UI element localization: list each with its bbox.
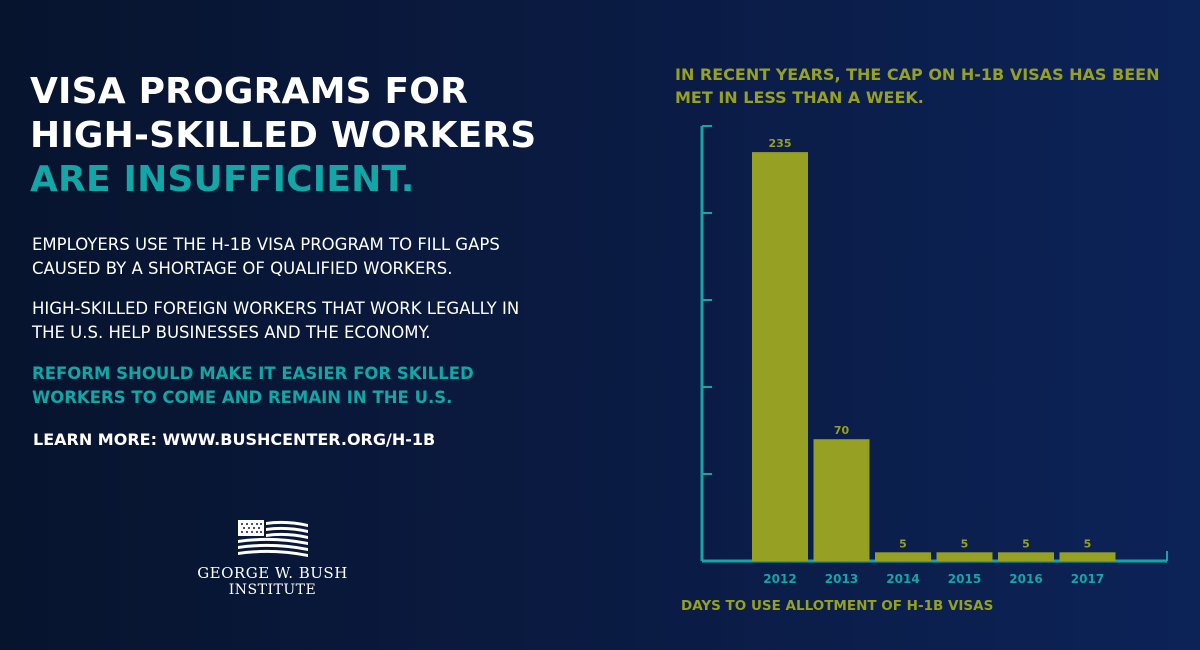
chart-title: IN RECENT YEARS, THE CAP ON H-1B VISAS H… bbox=[675, 65, 1160, 107]
headline-line-2: HIGH-SKILLED WORKERS bbox=[30, 115, 537, 156]
x-tick-label-2012: 2012 bbox=[763, 572, 796, 586]
headline: VISA PROGRAMS FOR HIGH-SKILLED WORKERS A… bbox=[30, 70, 536, 202]
bar-chart: 235 2012 70 2013 5 2014 5 2015 5 2016 5 2017 bbox=[700, 125, 1168, 586]
data-label-2017: 5 bbox=[1084, 537, 1092, 550]
bar-2015 bbox=[936, 552, 993, 561]
bar-2016 bbox=[998, 552, 1054, 561]
x-tick-label-2013: 2013 bbox=[825, 572, 858, 586]
x-tick-label-2014: 2014 bbox=[886, 572, 919, 586]
paragraph-employers: EMPLOYERS USE THE H-1B VISA PROGRAM TO F… bbox=[32, 235, 500, 278]
x-axis-label: DAYS TO USE ALLOTMENT OF H-1B VISAS bbox=[681, 598, 994, 614]
logo-name: GEORGE W. BUSH bbox=[197, 564, 348, 582]
data-label-2014: 5 bbox=[899, 537, 907, 550]
bar-2013 bbox=[813, 439, 870, 561]
bar-2014 bbox=[875, 552, 931, 561]
data-label-2015: 5 bbox=[961, 537, 969, 550]
learn-more-link[interactable]: LEARN MORE: WWW.BUSHCENTER.ORG/H-1B bbox=[33, 430, 436, 449]
data-label-2012: 235 bbox=[769, 137, 792, 150]
x-tick-label-2015: 2015 bbox=[948, 572, 981, 586]
bar-2017 bbox=[1059, 552, 1116, 561]
bar-2012 bbox=[752, 152, 808, 561]
headline-line-1: VISA PROGRAMS FOR bbox=[30, 71, 469, 112]
flag-icon bbox=[237, 520, 308, 557]
logo-institute: INSTITUTE bbox=[228, 582, 317, 598]
x-tick-label-2016: 2016 bbox=[1009, 572, 1042, 586]
data-label-2013: 70 bbox=[834, 424, 850, 437]
headline-accent: ARE INSUFFICIENT. bbox=[30, 159, 415, 200]
paragraph-foreign-workers: HIGH-SKILLED FOREIGN WORKERS THAT WORK L… bbox=[32, 299, 520, 342]
paragraph-reform: REFORM SHOULD MAKE IT EASIER FOR SKILLED… bbox=[32, 364, 474, 407]
x-tick-label-2017: 2017 bbox=[1071, 572, 1104, 586]
bush-institute-logo: GEORGE W. BUSH INSTITUTE bbox=[195, 518, 350, 598]
data-label-2016: 5 bbox=[1022, 537, 1030, 550]
